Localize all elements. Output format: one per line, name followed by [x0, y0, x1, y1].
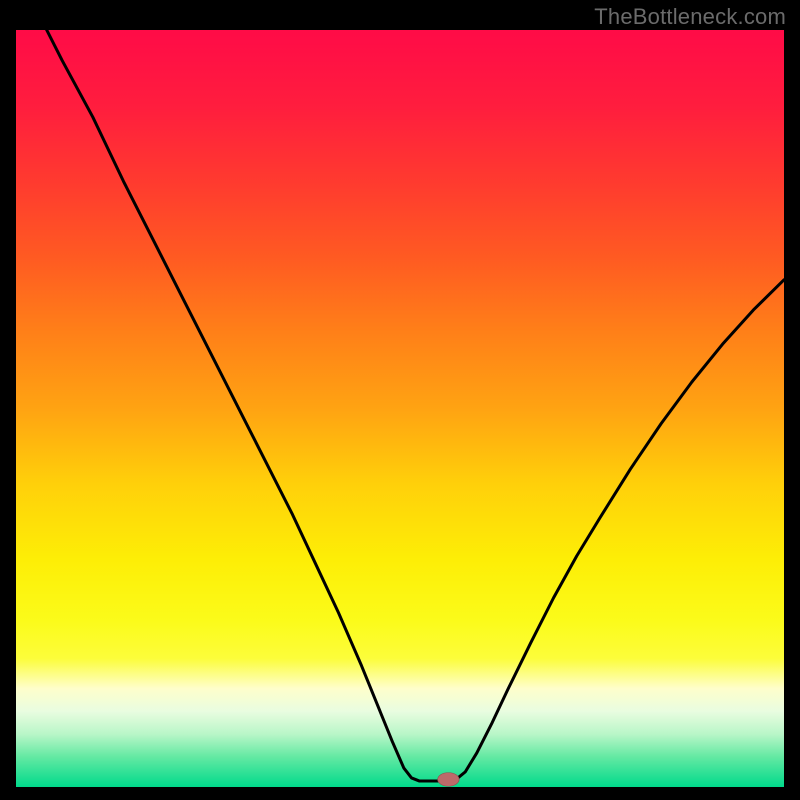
- gradient-background: [16, 30, 784, 787]
- bottleneck-curve-chart: [16, 30, 784, 787]
- watermark-text: TheBottleneck.com: [594, 4, 786, 30]
- plot-area: [16, 30, 784, 787]
- chart-frame: TheBottleneck.com: [0, 0, 800, 800]
- optimal-point-marker: [438, 773, 460, 787]
